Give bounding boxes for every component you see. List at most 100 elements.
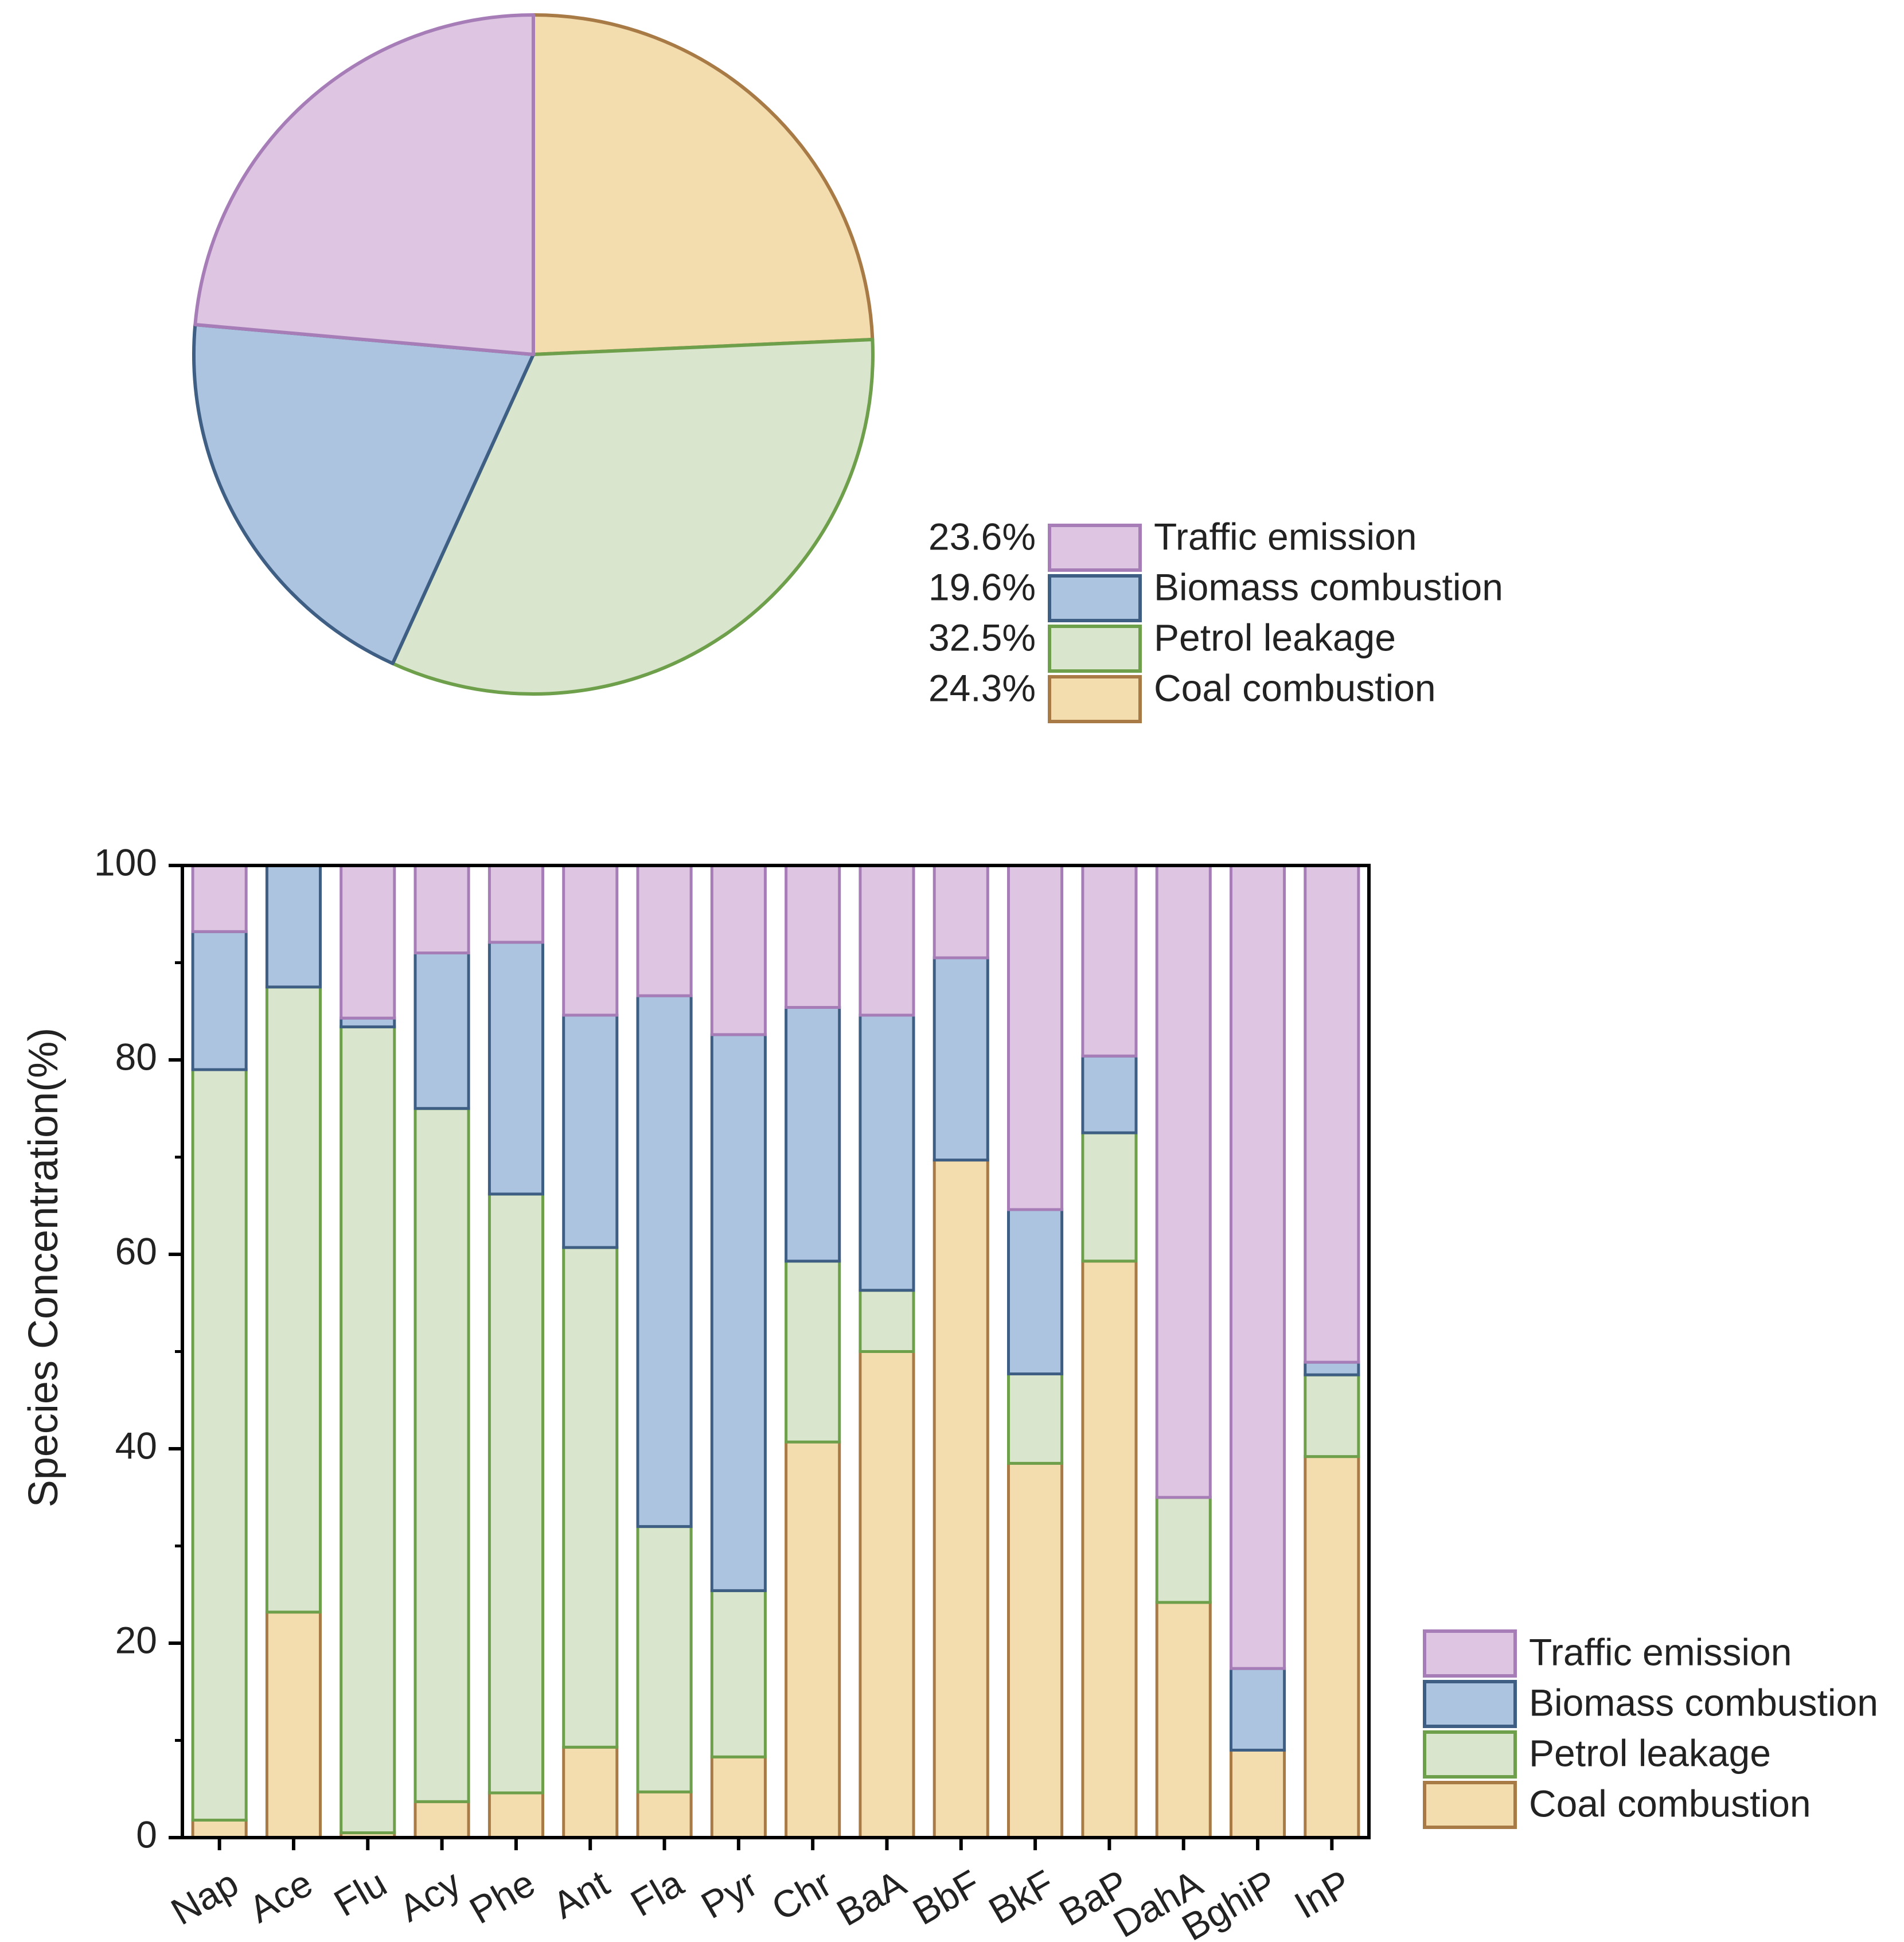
bar-segment-traffic: [1155, 864, 1212, 1499]
bar-legend-item-coal: Coal combustion: [1423, 1781, 1811, 1829]
bar-legend-label: Coal combustion: [1529, 1782, 1811, 1824]
bar-segment-petrol: [785, 1259, 841, 1444]
bar-segment-biomass: [265, 864, 322, 989]
bar-stack-Acy: [413, 864, 470, 1839]
pie-legend-percent: 32.5%: [928, 616, 1036, 658]
bar-segment-traffic: [636, 864, 693, 997]
bar-segment-petrol: [413, 1107, 470, 1803]
pie-legend-label: Traffic emission: [1154, 515, 1417, 557]
bar-segment-biomass: [1230, 1667, 1286, 1752]
bar-segment-biomass: [636, 994, 693, 1528]
bar-segment-petrol: [1304, 1373, 1360, 1459]
bar-segment-biomass: [785, 1006, 841, 1263]
bar-legend: Traffic emission Biomass combustion Petrol…: [1423, 1629, 1878, 1829]
pie-legend-item-traffic: 23.6% Traffic emission: [928, 515, 1417, 572]
y-tick-label: 0: [136, 1813, 157, 1855]
x-tick-label: BkF: [981, 1862, 1061, 1932]
pie-legend-swatch: [1048, 675, 1142, 723]
bar-segment-coal: [191, 1819, 248, 1839]
bar-legend-label: Traffic emission: [1529, 1631, 1792, 1673]
bar-segment-traffic: [1230, 864, 1286, 1670]
bar-segment-petrol: [1081, 1131, 1138, 1263]
bar-stack-InP: [1304, 864, 1360, 1839]
pie-chart: [192, 13, 875, 696]
bar-segment-petrol: [710, 1589, 767, 1758]
x-tick-label: Fla: [623, 1861, 690, 1924]
bar-segment-biomass: [933, 956, 989, 1162]
x-tick-label: Ace: [241, 1862, 319, 1931]
pie-slice-traffic: [193, 13, 535, 356]
bar-segment-traffic: [487, 864, 545, 944]
x-tick-label: Phe: [462, 1862, 542, 1932]
bar-segment-biomass: [1081, 1054, 1138, 1134]
x-tick-label: InP: [1287, 1862, 1358, 1927]
bar-stack-BaA: [859, 864, 915, 1839]
bar-segment-traffic: [859, 864, 915, 1017]
bar-legend-swatch: [1423, 1629, 1517, 1678]
bar-segment-coal: [1304, 1455, 1360, 1839]
bar-segment-traffic: [191, 864, 248, 933]
pie-slice-biomass: [192, 323, 535, 665]
pie-legend: 23.6% Traffic emission 19.6% Biomass combus…: [928, 515, 1503, 723]
pie-legend-percent: 24.3%: [928, 666, 1036, 709]
pie-legend-swatch: [1048, 625, 1142, 673]
bar-legend-swatch: [1423, 1730, 1517, 1779]
bar-segment-traffic: [1081, 864, 1138, 1058]
bar-stack-Fla: [636, 864, 693, 1839]
pie-legend-label: Biomass combustion: [1154, 566, 1503, 608]
bar-segment-petrol: [636, 1525, 693, 1793]
bar-segment-coal: [562, 1745, 619, 1839]
bar-segment-petrol: [562, 1246, 619, 1749]
bar-stack-Ant: [562, 864, 619, 1839]
bar-legend-item-traffic: Traffic emission: [1423, 1629, 1792, 1678]
bar-segment-biomass: [487, 941, 545, 1196]
pie-legend-item-petrol: 32.5% Petrol leakage: [928, 616, 1396, 673]
y-tick-label: 20: [115, 1619, 157, 1661]
bar-segment-coal: [859, 1350, 915, 1839]
y-tick-label: 100: [94, 841, 157, 883]
x-tick-label: Nap: [164, 1862, 245, 1933]
bar-stack-Pyr: [710, 864, 767, 1839]
y-tick-label: 80: [115, 1035, 157, 1078]
bar-segment-traffic: [1304, 864, 1360, 1364]
bar-stack-DahA: [1155, 864, 1212, 1839]
pie-legend-percent: 19.6%: [928, 566, 1036, 608]
bar-legend-label: Petrol leakage: [1529, 1732, 1771, 1774]
bar-stack-Nap: [191, 864, 248, 1839]
bar-segment-coal: [1155, 1601, 1212, 1839]
bar-segment-coal: [636, 1790, 693, 1839]
bar-stack-Flu: [340, 864, 396, 1839]
bar-legend-item-biomass: Biomass combustion: [1423, 1680, 1878, 1728]
pie-legend-label: Petrol leakage: [1154, 616, 1396, 658]
x-tick-label: BaA: [829, 1862, 912, 1934]
bar-segment-petrol: [1007, 1372, 1064, 1465]
bar-segment-petrol: [487, 1192, 545, 1795]
bar-segment-petrol: [265, 985, 322, 1614]
bar-segment-traffic: [785, 864, 841, 1009]
x-tick-label: Chr: [764, 1862, 838, 1929]
y-tick-label: 40: [115, 1424, 157, 1467]
bar-segment-coal: [1081, 1259, 1138, 1839]
bar-stack-BbF: [933, 864, 989, 1839]
bar-legend-item-petrol: Petrol leakage: [1423, 1730, 1771, 1779]
bar-stack-BaP: [1081, 864, 1138, 1839]
bar-segment-coal: [413, 1800, 470, 1839]
bar-segment-traffic: [710, 864, 767, 1036]
bar-stack-BghiP: [1230, 864, 1286, 1839]
bar-segment-coal: [1230, 1748, 1286, 1839]
pie-legend-item-biomass: 19.6% Biomass combustion: [928, 566, 1503, 622]
bar-stack-Ace: [265, 864, 322, 1839]
x-tick-label: Acy: [392, 1862, 467, 1930]
bar-segment-petrol: [191, 1068, 248, 1822]
bar-segment-coal: [487, 1791, 545, 1839]
bar-segment-coal: [1007, 1461, 1064, 1839]
bar-segment-petrol: [859, 1289, 915, 1353]
x-tick-label: BbF: [906, 1862, 987, 1933]
bar-segment-coal: [785, 1440, 841, 1839]
bar-segment-coal: [710, 1755, 767, 1839]
bar-segment-coal: [933, 1159, 989, 1839]
pie-legend-swatch: [1048, 524, 1142, 572]
bar-segment-biomass: [710, 1033, 767, 1592]
